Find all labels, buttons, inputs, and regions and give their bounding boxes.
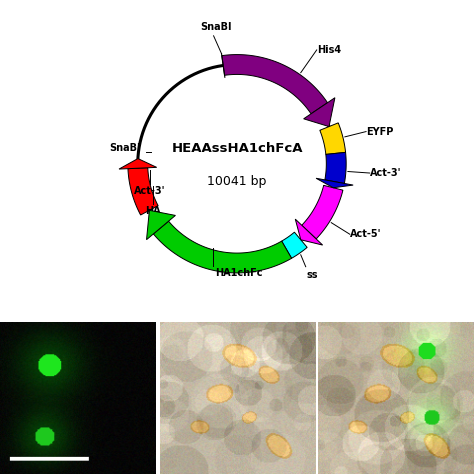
Text: EYFP: EYFP — [366, 127, 393, 137]
Polygon shape — [304, 98, 335, 127]
Polygon shape — [128, 168, 158, 215]
Polygon shape — [282, 232, 307, 258]
Text: SnaBI: SnaBI — [200, 22, 231, 32]
Text: 10041 bp: 10041 bp — [207, 175, 267, 188]
Polygon shape — [316, 178, 353, 188]
Polygon shape — [295, 219, 323, 245]
Text: Act-5': Act-5' — [350, 229, 381, 239]
Polygon shape — [302, 185, 343, 239]
Text: HEAAssHA1chFcA: HEAAssHA1chFcA — [171, 142, 303, 155]
Polygon shape — [325, 152, 346, 183]
Text: HA1chFc: HA1chFc — [215, 267, 263, 278]
Polygon shape — [320, 123, 346, 155]
Text: SnaBI: SnaBI — [109, 143, 141, 153]
Text: HA: HA — [145, 206, 161, 216]
Polygon shape — [146, 210, 175, 240]
Polygon shape — [119, 159, 157, 169]
Text: Act-3': Act-3' — [370, 168, 401, 178]
Text: ss: ss — [307, 270, 318, 280]
Text: His4: His4 — [317, 45, 341, 55]
Polygon shape — [222, 55, 328, 114]
Text: Act-3': Act-3' — [134, 186, 165, 196]
Polygon shape — [154, 221, 292, 273]
